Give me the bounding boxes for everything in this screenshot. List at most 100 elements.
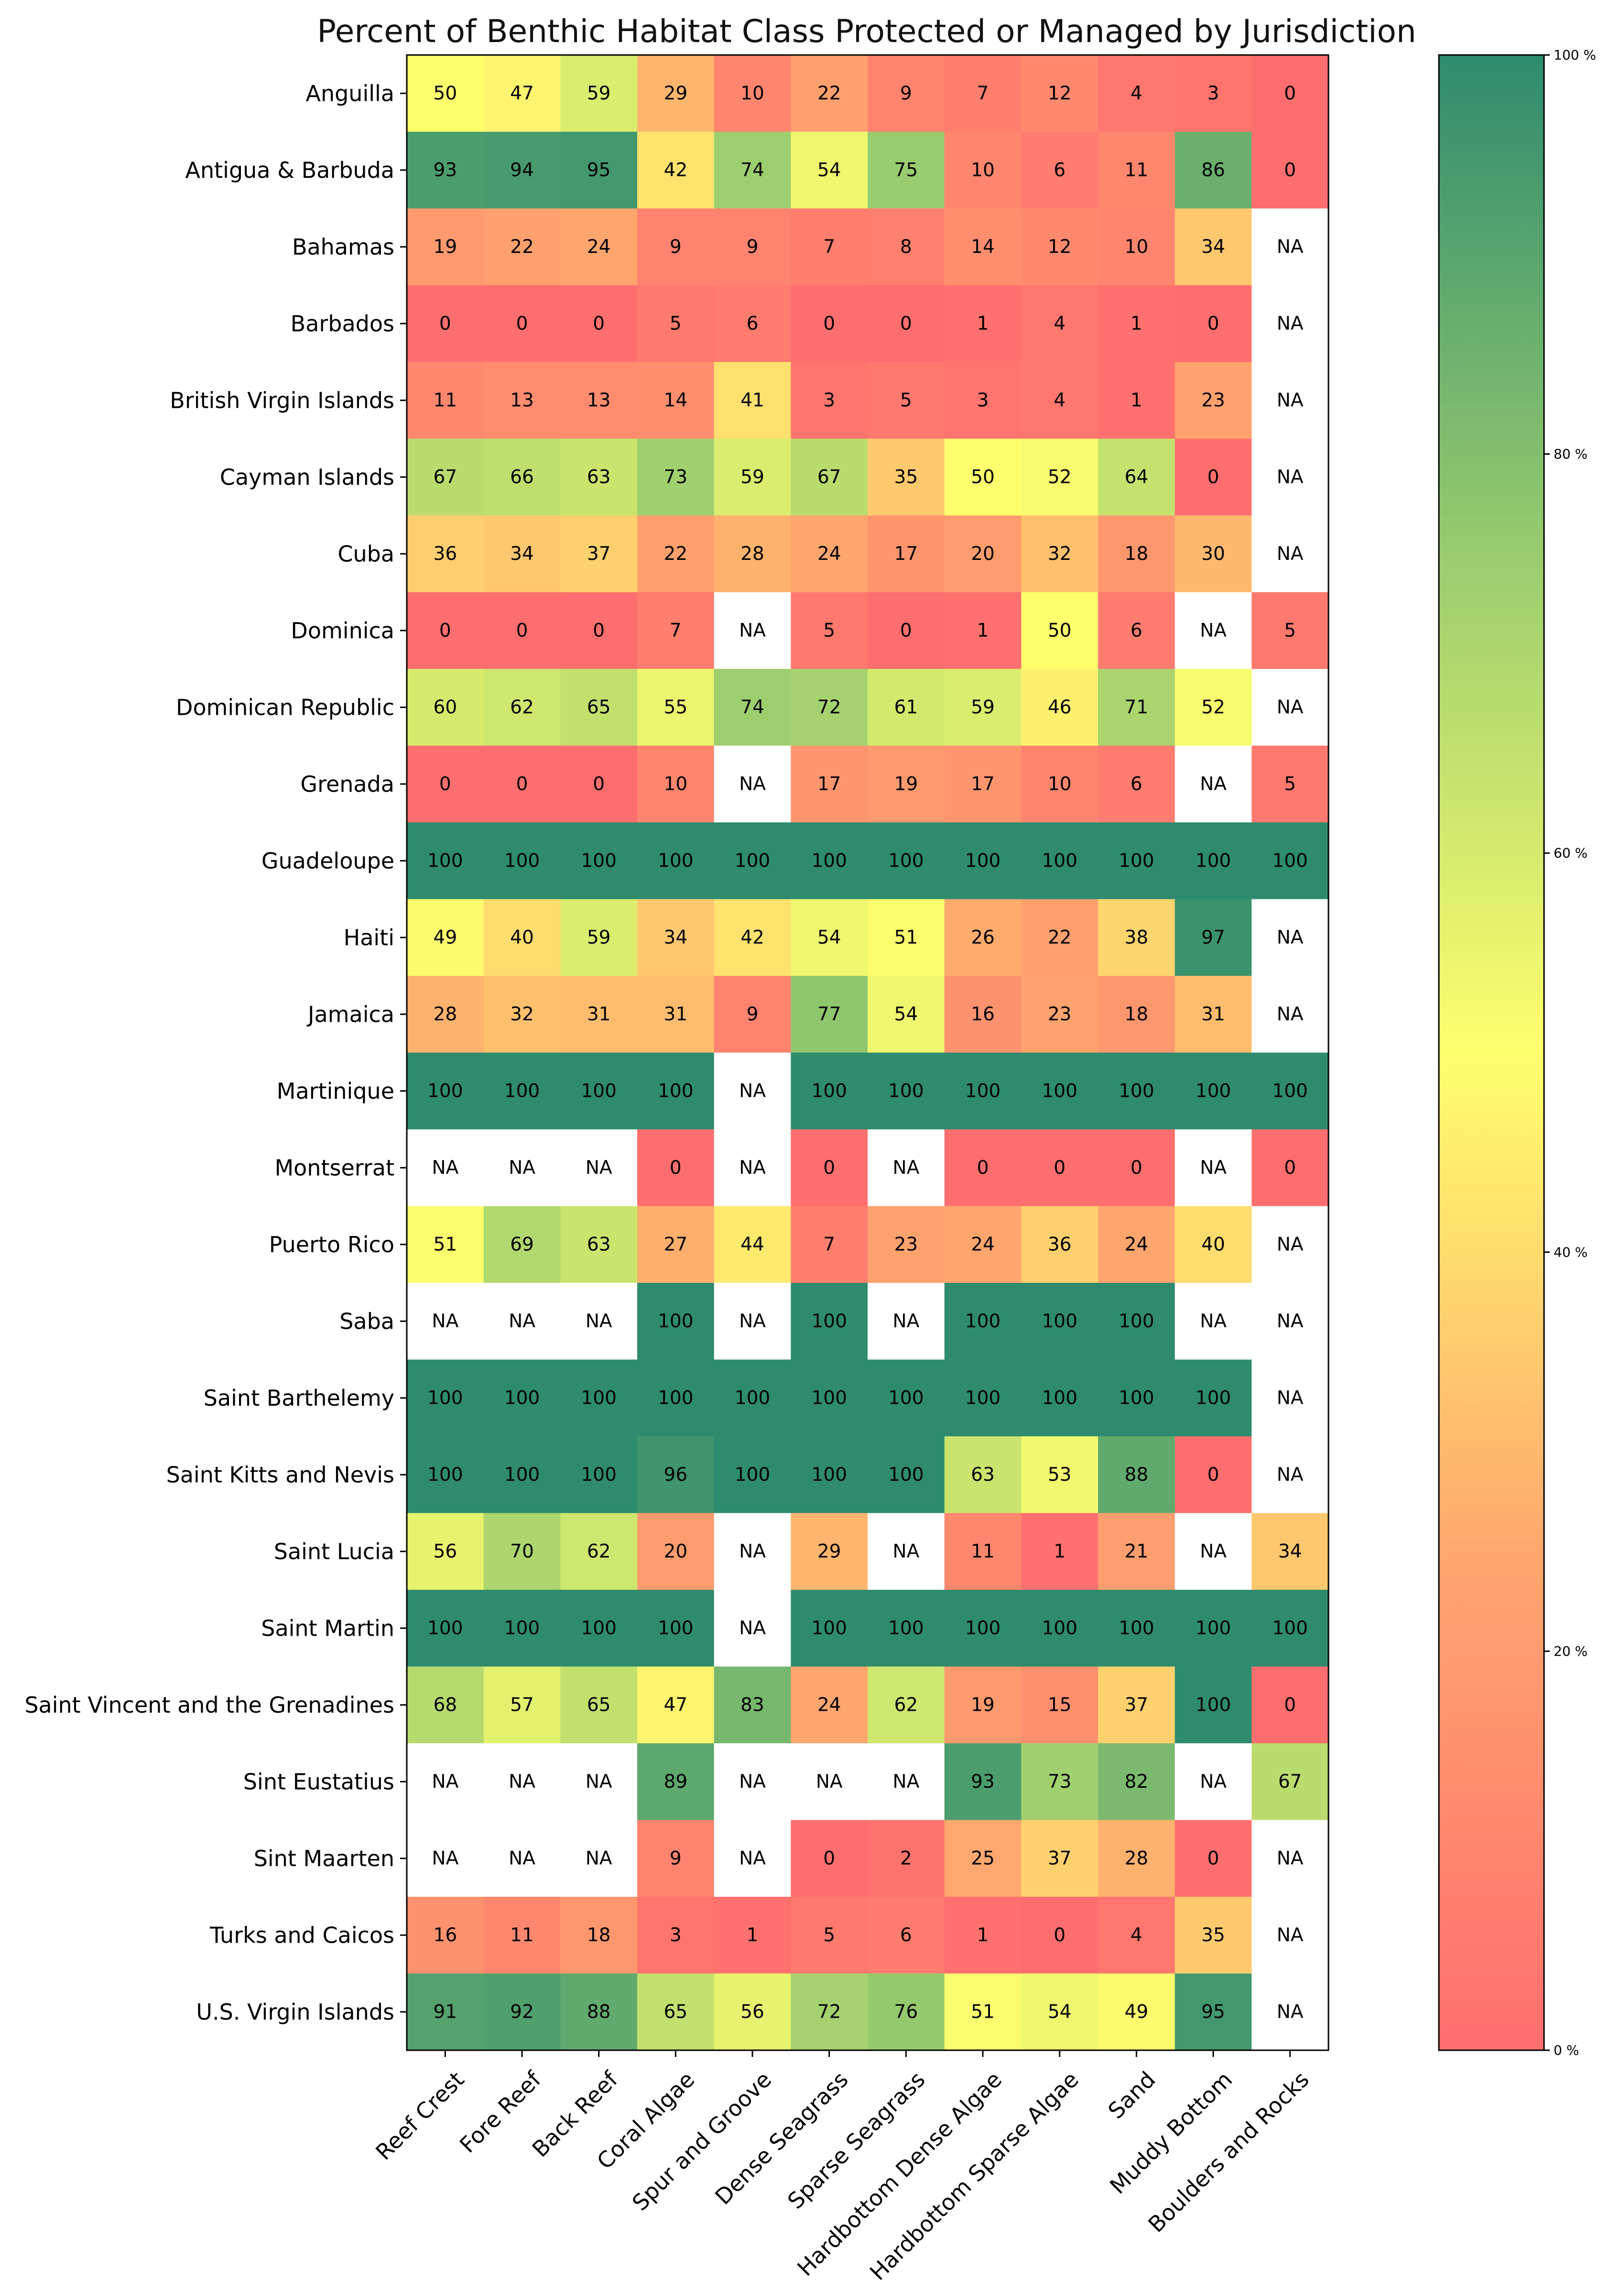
heatmap-cell	[637, 822, 715, 900]
cell-value-label: NA	[1277, 1387, 1304, 1409]
cell-value-label: NA	[1277, 236, 1304, 258]
heatmap-cell	[944, 515, 1022, 593]
cell-value-label: 67	[434, 466, 457, 488]
heatmap-cell	[560, 1973, 638, 2051]
cell-value-label: 24	[817, 1694, 841, 1716]
heatmap-cell	[1251, 1820, 1329, 1897]
heatmap-cell	[1021, 745, 1099, 823]
heatmap-cell	[637, 1283, 715, 1360]
heatmap-cell	[714, 1283, 791, 1360]
heatmap-cell	[407, 1666, 484, 1744]
heatmap-cell	[637, 899, 715, 976]
cell-value-label: 4	[1054, 390, 1066, 411]
cell-value-label: 100	[1196, 1387, 1231, 1409]
heatmap-cell	[1251, 976, 1329, 1053]
row-label: U.S. Virgin Islands	[196, 1999, 394, 2025]
heatmap-cell	[1175, 1129, 1252, 1207]
cell-value-label: 54	[894, 1004, 918, 1025]
cell-value-label: 5	[823, 1924, 835, 1946]
cell-value-label: 0	[1284, 83, 1296, 104]
cell-value-label: 57	[510, 1694, 534, 1716]
cell-value-label: 86	[1201, 159, 1225, 181]
cell-value-label: 15	[1048, 1694, 1072, 1716]
heatmap-cell	[714, 1206, 791, 1283]
cell-value-label: NA	[739, 1080, 766, 1102]
cell-value-label: 93	[434, 159, 457, 181]
cell-value-label: 19	[894, 773, 918, 795]
cell-value-label: 100	[504, 850, 540, 872]
cell-value-label: 24	[587, 236, 611, 258]
heatmap-cell	[483, 131, 561, 209]
cell-value-label: 9	[670, 1848, 682, 1869]
cell-value-label: 100	[888, 1618, 924, 1639]
cell-value-label: 0	[670, 1157, 682, 1179]
cell-value-label: 34	[1278, 1541, 1302, 1562]
cell-value-label: 24	[817, 543, 841, 565]
cell-value-label: 1	[1131, 313, 1142, 334]
cell-value-label: 70	[510, 1541, 534, 1562]
row-label: Saba	[339, 1308, 394, 1334]
cell-value-label: 100	[1196, 1694, 1231, 1716]
heatmap-cell	[868, 362, 945, 439]
cell-value-label: 100	[965, 1080, 1001, 1102]
heatmap-cell	[868, 131, 945, 209]
cell-value-label: 22	[510, 236, 534, 258]
cell-value-label: 35	[894, 466, 918, 488]
heatmap-cell	[868, 1897, 945, 1974]
cell-value-label: 97	[1201, 927, 1225, 948]
cell-value-label: 0	[593, 773, 605, 795]
cell-value-label: 7	[823, 236, 835, 258]
cell-value-label: 10	[1125, 236, 1149, 258]
cell-value-label: 37	[1125, 1694, 1149, 1716]
cell-value-label: 51	[434, 1234, 457, 1255]
cell-value-label: NA	[739, 773, 766, 795]
cell-value-label: 28	[740, 543, 764, 565]
heatmap-cell	[407, 131, 484, 209]
heatmap-cell	[1251, 592, 1329, 669]
cell-value-label: 20	[664, 1541, 688, 1562]
heatmap-cell	[407, 1283, 484, 1360]
cell-value-label: 0	[900, 313, 912, 334]
cell-value-label: 13	[587, 390, 611, 411]
heatmap-cell	[483, 1973, 561, 2051]
heatmap-cell	[637, 55, 715, 132]
cell-value-label: 100	[811, 1387, 847, 1409]
cell-value-label: 36	[1048, 1234, 1072, 1255]
heatmap-cell	[637, 1052, 715, 1130]
cell-value-label: 19	[434, 236, 457, 258]
heatmap-cell	[560, 592, 638, 669]
heatmap-cell	[483, 822, 561, 900]
heatmap-cell	[483, 592, 561, 669]
heatmap-cell	[868, 669, 945, 746]
cell-value-label: 56	[740, 2001, 764, 2023]
cell-value-label: 35	[1201, 1924, 1225, 1946]
cell-value-label: 0	[1208, 466, 1219, 488]
heatmap-cell	[714, 592, 791, 669]
heatmap-cell	[714, 1052, 791, 1130]
heatmap-cell	[791, 362, 868, 439]
heatmap-cell	[791, 208, 868, 286]
cell-value-label: 23	[894, 1234, 918, 1255]
cell-value-label: 0	[1284, 1157, 1296, 1179]
heatmap-cell	[1251, 1897, 1329, 1974]
cell-value-label: 100	[658, 1080, 693, 1102]
cell-value-label: 64	[1125, 466, 1149, 488]
cell-value-label: NA	[1200, 1311, 1227, 1332]
cell-value-label: 13	[510, 390, 534, 411]
cell-value-label: 100	[1196, 1618, 1231, 1639]
heatmap-cell	[483, 515, 561, 593]
cell-value-label: 6	[1131, 620, 1142, 641]
cell-value-label: 0	[823, 1848, 835, 1869]
heatmap-cell	[1251, 1666, 1329, 1744]
cell-value-label: 66	[510, 466, 534, 488]
heatmap-cell	[791, 55, 868, 132]
cell-value-label: 100	[504, 1464, 540, 1486]
heatmap-cell	[944, 1897, 1022, 1974]
cell-value-label: 100	[811, 1080, 847, 1102]
cell-value-label: 5	[823, 620, 835, 641]
heatmap-cell	[560, 1436, 638, 1514]
column-label: Reef Crest	[370, 2066, 469, 2165]
heatmap-cell	[637, 1666, 715, 1744]
heatmap-cell	[714, 1359, 791, 1437]
heatmap-cell	[1021, 55, 1099, 132]
